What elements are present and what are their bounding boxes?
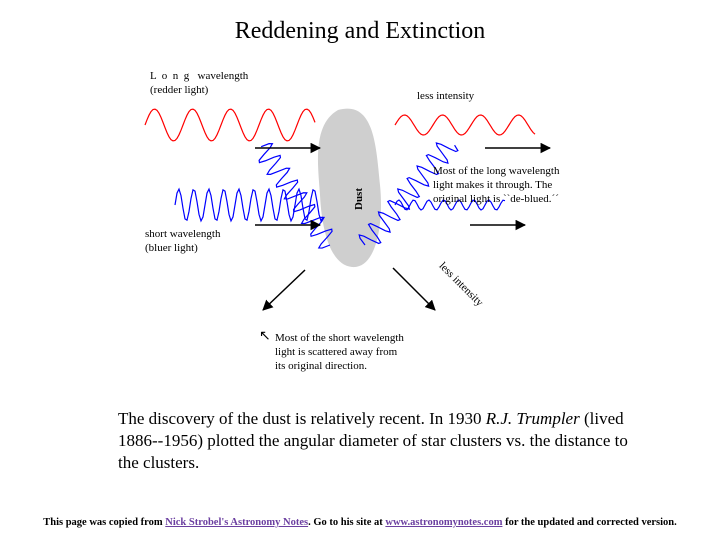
label-long-desc: Most of the long wavelength light makes …: [433, 165, 559, 206]
body-paragraph: The discovery of the dust is relatively …: [118, 408, 650, 473]
footer-post: for the updated and corrected version.: [502, 517, 676, 528]
dust-label: Dust: [353, 188, 365, 210]
label-short-desc: Most of the short wavelength light is sc…: [275, 332, 404, 373]
footer-link-2[interactable]: www.astronomynotes.com: [385, 517, 502, 528]
page-title: Reddening and Extinction: [0, 18, 720, 45]
footer-link-1[interactable]: Nick Strobel's Astronomy Notes: [165, 517, 308, 528]
body-italic: R.J. Trumpler: [486, 409, 580, 428]
label-short-wavelength: short wavelength (bluer light): [145, 228, 220, 256]
label-long-wavelength: L o n g wavelength (redder light): [150, 70, 248, 98]
cursor-icon: ↖: [259, 328, 271, 345]
body-pre: The discovery of the dust is relatively …: [118, 409, 486, 428]
footer-mid: . Go to his site at: [308, 517, 385, 528]
footer-note: This page was copied from Nick Strobel's…: [0, 517, 720, 528]
label-less-intensity-top: less intensity: [417, 90, 474, 104]
footer-pre: This page was copied from: [43, 517, 165, 528]
reddening-diagram: Dust L o n g wavelength (redder light) s…: [95, 70, 635, 390]
